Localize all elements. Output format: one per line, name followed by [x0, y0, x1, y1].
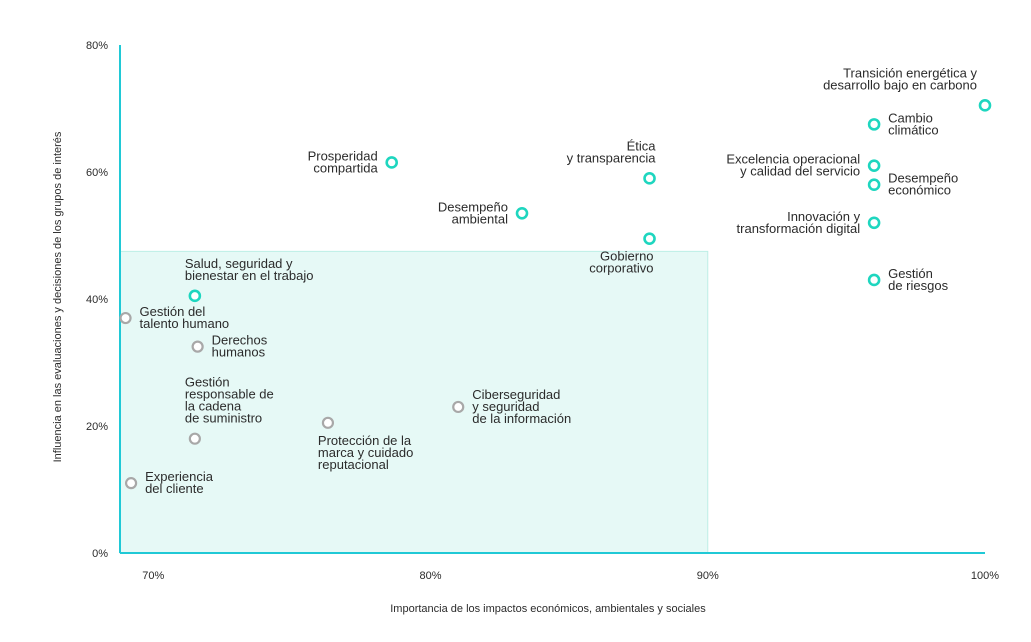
x-tick-label: 100% [971, 570, 999, 582]
data-point-label: Excelencia operacional y calidad del serv… [726, 152, 860, 179]
data-point-marker [643, 172, 656, 185]
data-point-group: Protección de la marca y cuidado reputacio… [318, 416, 413, 472]
data-point-group: Gestión de riesgos [867, 266, 949, 293]
y-tick-label: 0% [92, 548, 108, 560]
data-point-label: Protección de la marca y cuidado reputacio… [318, 433, 413, 472]
data-point-marker [385, 156, 398, 169]
x-tick-label: 80% [419, 570, 441, 582]
data-point-marker [124, 477, 138, 490]
data-point-marker [643, 232, 656, 245]
y-tick-label: 60% [86, 167, 108, 179]
data-point-marker [867, 118, 881, 131]
y-axis-title: Influencia en las evaluaciones y decisio… [52, 131, 64, 462]
data-point-group: Derechos humanos [191, 333, 268, 360]
y-tick-label: 40% [86, 294, 108, 306]
data-point-group: Prosperidad compartida [308, 148, 398, 175]
y-tick-label: 80% [86, 40, 108, 52]
data-point-group: Experiencia del cliente [124, 469, 214, 496]
data-point-group: Gestión responsable de la cadena de suminis… [185, 375, 274, 445]
x-axis-title: Importancia de los impactos económicos, … [390, 603, 706, 615]
data-point-group: Ciberseguridad y seguridad de la informaci… [452, 387, 571, 426]
y-axis-ticks: 0% 20% 40% 60% 80% [86, 40, 108, 560]
data-point-label: Cambio climático [888, 110, 939, 137]
data-point-label: Gestión responsable de la cadena de suminis… [185, 375, 274, 426]
data-point-group: Gobierno corporativo [589, 232, 656, 276]
data-point-group: Gestión del talento humano [119, 304, 230, 331]
data-point-label: Ética y transparencia [567, 138, 657, 165]
data-point-group: Salud, seguridad y bienestar en el trabaj… [185, 256, 314, 303]
data-point-marker [867, 159, 881, 172]
data-point-group: Innovación y transformación digital [737, 209, 881, 236]
data-point-marker [515, 206, 529, 220]
highlight-region [119, 250, 709, 554]
data-point-label: Transición energética y desarrollo bajo e… [823, 65, 977, 92]
data-point-label: Desempeño ambiental [438, 199, 508, 226]
data-point-label: Prosperidad compartida [308, 148, 379, 175]
data-point-marker [188, 432, 201, 445]
data-point-group: Desempeño económico [867, 171, 958, 198]
data-point-group: Cambio climático [867, 110, 939, 137]
data-point-marker [191, 340, 204, 353]
x-tick-label: 90% [697, 570, 719, 582]
data-point-label: Gestión del talento humano [140, 304, 230, 331]
data-point-label: Experiencia del cliente [145, 469, 214, 496]
data-point-marker [321, 416, 335, 429]
data-point-marker [867, 178, 881, 191]
data-point-group: Excelencia operacional y calidad del serv… [726, 152, 881, 179]
data-point-marker [188, 289, 202, 303]
data-point-label: Desempeño económico [888, 171, 958, 198]
x-axis-ticks: 70% 80% 90% 100% [142, 570, 999, 582]
data-point-label: Ciberseguridad y seguridad de la informaci… [472, 387, 571, 426]
data-point-group: Desempeño ambiental [438, 199, 529, 226]
data-points: Transición energética y desarrollo bajo e… [119, 65, 992, 496]
data-point-marker [867, 273, 881, 287]
data-point-label: Gobierno corporativo [589, 249, 653, 276]
x-tick-label: 70% [142, 570, 164, 582]
y-tick-label: 20% [86, 421, 108, 433]
data-point-group: Ética y transparencia [567, 138, 657, 185]
data-point-label: Innovación y transformación digital [737, 209, 861, 236]
data-point-marker [452, 400, 465, 414]
data-point-marker [867, 216, 881, 230]
data-point-label: Salud, seguridad y bienestar en el trabaj… [185, 256, 314, 283]
data-point-marker [119, 311, 132, 325]
data-point-marker [978, 99, 992, 112]
data-point-label: Derechos humanos [212, 333, 268, 360]
data-point-group: Transición energética y desarrollo bajo e… [823, 65, 992, 112]
data-point-label: Gestión de riesgos [888, 266, 948, 293]
